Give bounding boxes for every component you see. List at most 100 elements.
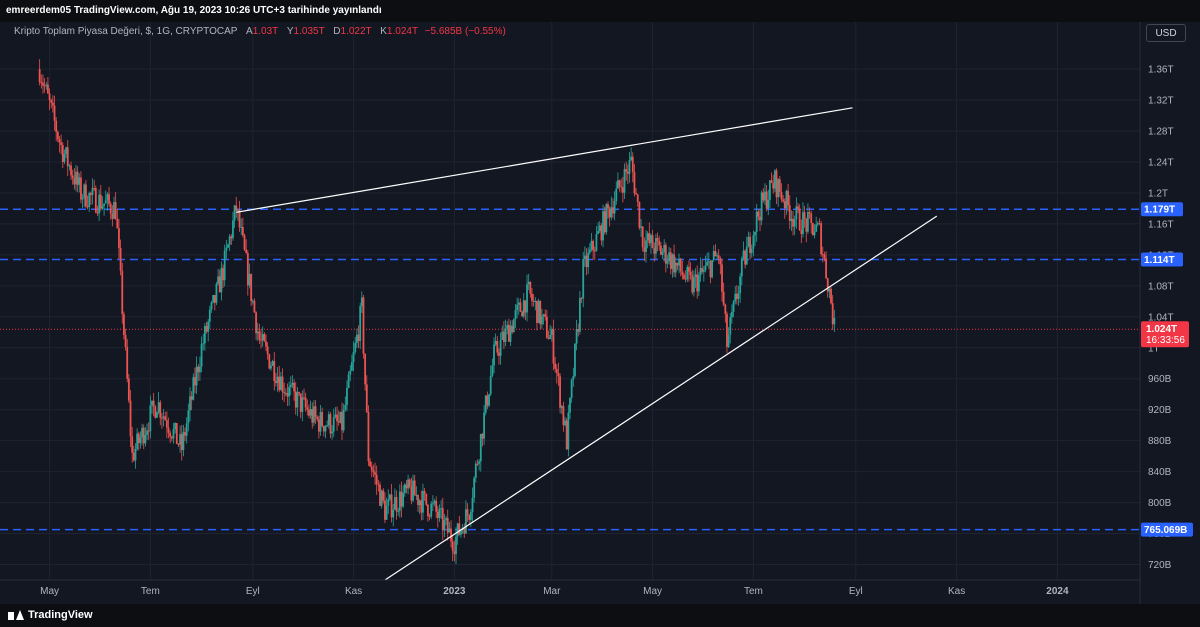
candle-body xyxy=(547,337,550,339)
candle-body xyxy=(778,179,781,192)
candle-body xyxy=(154,406,157,418)
candle-body xyxy=(403,484,406,494)
candle-body xyxy=(75,171,77,185)
candle-body xyxy=(655,238,657,254)
candle-body xyxy=(70,165,72,176)
candle-body xyxy=(197,366,200,373)
candle-body xyxy=(326,425,329,427)
time-tick-label: Kas xyxy=(948,586,965,597)
candle-body xyxy=(641,226,644,248)
candle-body xyxy=(291,382,294,386)
candle-body xyxy=(767,199,770,209)
candle-body xyxy=(136,433,139,449)
candle-body xyxy=(354,343,357,353)
candle-body xyxy=(777,179,780,198)
candle-body xyxy=(831,303,834,325)
candle-body xyxy=(479,433,482,462)
candle-body xyxy=(489,375,492,395)
symbol-name: Kripto Toplam Piyasa Değeri, $, 1G, CRYP… xyxy=(14,26,238,37)
candle-body xyxy=(732,301,735,312)
candle-body xyxy=(552,329,555,364)
candle-body xyxy=(679,258,682,272)
candle-body xyxy=(643,247,646,252)
candle-body xyxy=(717,255,720,259)
candle-body xyxy=(716,255,718,257)
time-axis[interactable]: May Tem Eyl Kas 2023 Mar May Tem Eyl Kas 2024 xyxy=(0,579,1140,597)
candle-body xyxy=(621,187,624,193)
candle-body xyxy=(785,190,788,209)
candle-body xyxy=(612,207,614,214)
candle-body xyxy=(304,397,307,408)
candle-body xyxy=(491,365,494,376)
candle-body xyxy=(565,420,568,450)
candle-body xyxy=(180,434,183,451)
close-value: 1.024T xyxy=(386,26,418,37)
candle-body xyxy=(453,550,456,555)
candle-body xyxy=(248,273,251,286)
candle-body xyxy=(440,508,443,510)
candle-body xyxy=(40,82,43,84)
candle-body xyxy=(575,329,578,344)
brand-name: TradingView xyxy=(28,609,93,621)
candle-body xyxy=(321,411,324,427)
candle-body xyxy=(175,423,178,444)
candle-body xyxy=(377,484,380,486)
currency-button[interactable]: USD xyxy=(1146,24,1186,42)
candle-body xyxy=(688,266,690,272)
candle-body xyxy=(233,205,236,221)
candle-body xyxy=(68,165,71,167)
candle-body xyxy=(620,186,623,188)
candle-body xyxy=(390,494,393,518)
candle-body xyxy=(194,377,196,386)
candle-body xyxy=(507,324,510,342)
candle-body xyxy=(435,500,438,512)
price-axis[interactable]: 720B760B800B840B880B920B960B1T1.04T1.08T… xyxy=(1139,22,1200,604)
candle-body xyxy=(560,406,563,408)
candle-body xyxy=(757,211,760,217)
candle-body xyxy=(445,518,447,521)
price-axis-bg xyxy=(1140,22,1200,604)
price-tick-label: 1.32T xyxy=(1148,96,1174,107)
candle-body xyxy=(433,500,436,504)
candle-body xyxy=(593,250,596,252)
candle-body xyxy=(223,250,226,281)
candle-body xyxy=(534,300,537,302)
candle-body xyxy=(636,194,639,202)
price-tick-label: 1.36T xyxy=(1148,65,1174,76)
candle-body xyxy=(506,324,509,329)
candle-body xyxy=(384,500,386,520)
candle-body xyxy=(517,302,520,305)
candle-body xyxy=(496,341,499,353)
candle-body xyxy=(187,410,190,424)
candle-body xyxy=(42,82,44,86)
candle-body xyxy=(380,490,383,506)
candle-body xyxy=(511,325,514,333)
candle-body xyxy=(382,490,385,501)
candle-body xyxy=(628,160,631,174)
candle-body xyxy=(129,400,132,437)
candle-body xyxy=(602,211,604,241)
candle-body xyxy=(213,295,216,303)
candle-body xyxy=(770,180,773,183)
tradingview-brand[interactable]: TradingView xyxy=(8,609,93,621)
candle-body xyxy=(684,278,687,280)
candle-body xyxy=(205,326,208,332)
candle-body xyxy=(172,429,175,439)
candle-body xyxy=(793,219,796,227)
candle-body xyxy=(443,520,446,531)
candle-body xyxy=(279,376,282,391)
candle-body xyxy=(393,497,396,510)
candle-body xyxy=(245,249,248,254)
candle-body xyxy=(86,206,89,208)
candle-body xyxy=(342,409,345,431)
candle-body xyxy=(65,147,67,155)
candle-body xyxy=(407,479,409,489)
candle-body xyxy=(697,275,700,292)
price-tick-label: 800B xyxy=(1148,498,1172,509)
candle-body xyxy=(514,310,517,320)
candle-body xyxy=(441,508,444,531)
candle-body xyxy=(392,509,395,518)
candle-body xyxy=(55,120,58,133)
candle-body xyxy=(714,250,717,257)
